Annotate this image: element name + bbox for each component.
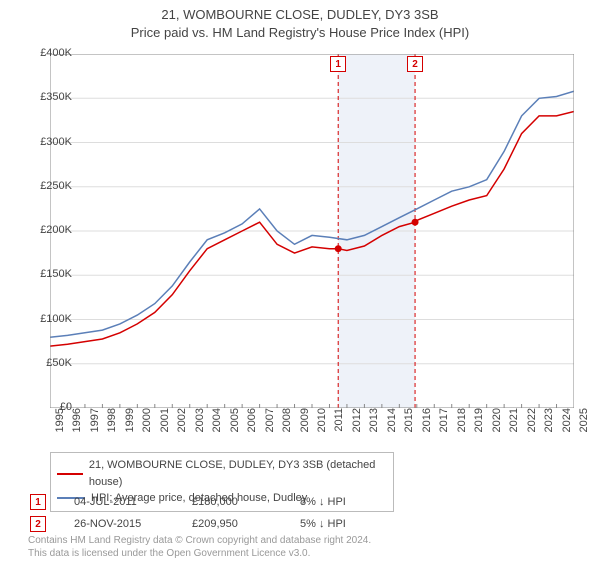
marker-date-2: 26-NOV-2015	[74, 518, 164, 530]
y-tick-label: £300K	[26, 136, 72, 148]
x-tick-label: 2022	[526, 408, 538, 448]
x-tick-label: 2019	[473, 408, 485, 448]
y-tick-label: £200K	[26, 224, 72, 236]
x-tick-label: 2024	[561, 408, 573, 448]
x-tick-label: 2010	[316, 408, 328, 448]
x-tick-label: 2003	[194, 408, 206, 448]
footer-line-1: Contains HM Land Registry data © Crown c…	[28, 534, 371, 547]
x-tick-label: 2025	[578, 408, 590, 448]
title-line-1: 21, WOMBOURNE CLOSE, DUDLEY, DY3 3SB	[0, 6, 600, 24]
x-tick-label: 2021	[508, 408, 520, 448]
x-tick-label: 2002	[176, 408, 188, 448]
y-tick-label: £400K	[26, 47, 72, 59]
marker-badge-2: 2	[30, 516, 46, 532]
x-tick-label: 1996	[71, 408, 83, 448]
marker-table: 1 04-JUL-2011 £180,000 8% ↓ HPI 2 26-NOV…	[30, 494, 590, 538]
price-chart	[50, 54, 574, 408]
footer: Contains HM Land Registry data © Crown c…	[28, 534, 371, 560]
x-tick-label: 2008	[281, 408, 293, 448]
x-tick-label: 1998	[106, 408, 118, 448]
y-tick-label: £350K	[26, 91, 72, 103]
x-tick-label: 2015	[403, 408, 415, 448]
x-tick-label: 2016	[421, 408, 433, 448]
x-tick-label: 2013	[368, 408, 380, 448]
x-tick-label: 2023	[543, 408, 555, 448]
x-tick-label: 2012	[351, 408, 363, 448]
y-tick-label: £100K	[26, 313, 72, 325]
x-tick-label: 2011	[333, 408, 345, 448]
marker-date-1: 04-JUL-2011	[74, 496, 164, 508]
y-tick-label: £50K	[26, 357, 72, 369]
x-tick-label: 2006	[246, 408, 258, 448]
x-tick-label: 2009	[299, 408, 311, 448]
x-tick-label: 2018	[456, 408, 468, 448]
marker-badge-1: 1	[30, 494, 46, 510]
x-tick-label: 2000	[141, 408, 153, 448]
x-tick-label: 2004	[211, 408, 223, 448]
footer-line-2: This data is licensed under the Open Gov…	[28, 547, 371, 560]
x-tick-label: 1997	[89, 408, 101, 448]
marker-price-2: £209,950	[192, 518, 272, 530]
x-tick-label: 2007	[264, 408, 276, 448]
x-tick-label: 2001	[159, 408, 171, 448]
legend-label-0: 21, WOMBOURNE CLOSE, DUDLEY, DY3 3SB (de…	[89, 457, 387, 490]
marker-price-1: £180,000	[192, 496, 272, 508]
y-tick-label: £150K	[26, 268, 72, 280]
plot-marker-2: 2	[407, 56, 423, 72]
x-tick-label: 2005	[229, 408, 241, 448]
x-tick-label: 2014	[386, 408, 398, 448]
title-line-2: Price paid vs. HM Land Registry's House …	[0, 24, 600, 42]
legend-swatch-0	[57, 473, 83, 475]
x-tick-label: 1995	[54, 408, 66, 448]
y-tick-label: £250K	[26, 180, 72, 192]
x-axis-labels: 1995 1996 1997 1998 1999 2000 2001 2002 2003 2004…	[50, 410, 574, 452]
plot-marker-1: 1	[330, 56, 346, 72]
x-tick-label: 1999	[124, 408, 136, 448]
marker-delta-1: 8% ↓ HPI	[300, 496, 346, 508]
x-tick-label: 2017	[438, 408, 450, 448]
x-tick-label: 2020	[491, 408, 503, 448]
marker-delta-2: 5% ↓ HPI	[300, 518, 346, 530]
